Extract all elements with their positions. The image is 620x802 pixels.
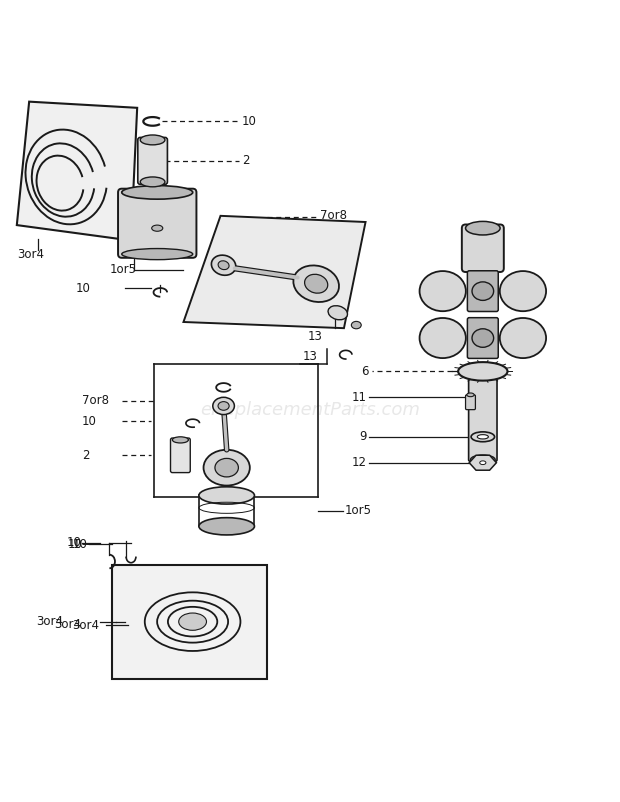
Ellipse shape [500,271,546,311]
Ellipse shape [304,274,328,294]
Ellipse shape [179,613,206,630]
Text: 3or4: 3or4 [73,619,99,633]
Text: 2: 2 [82,449,89,462]
FancyBboxPatch shape [170,438,190,472]
Ellipse shape [480,461,486,464]
Ellipse shape [466,221,500,235]
Text: eReplacementParts.com: eReplacementParts.com [200,401,420,419]
Text: 13: 13 [308,330,323,342]
Ellipse shape [420,318,466,358]
Ellipse shape [477,435,489,439]
Text: 11: 11 [352,391,367,403]
Text: 10: 10 [76,282,91,294]
Ellipse shape [472,282,494,301]
Text: 6: 6 [361,365,369,378]
Text: 10—: 10— [73,537,99,551]
Polygon shape [469,456,497,470]
Ellipse shape [328,306,347,320]
FancyBboxPatch shape [467,318,498,358]
FancyBboxPatch shape [466,395,476,410]
Text: 13: 13 [303,350,317,363]
FancyBboxPatch shape [467,271,498,311]
Text: 10: 10 [242,115,257,128]
Ellipse shape [472,329,494,347]
Ellipse shape [122,249,193,260]
FancyBboxPatch shape [469,371,497,461]
FancyBboxPatch shape [138,137,167,184]
Polygon shape [184,216,366,328]
Text: 10: 10 [67,537,82,549]
Text: 3or4: 3or4 [36,615,63,628]
Ellipse shape [152,225,163,231]
Ellipse shape [213,397,234,415]
Polygon shape [17,102,137,241]
Text: 7or8: 7or8 [320,209,347,222]
FancyBboxPatch shape [112,565,267,678]
Ellipse shape [122,185,193,199]
Ellipse shape [140,177,165,187]
Text: 1or5: 1or5 [345,504,371,517]
Ellipse shape [203,450,250,485]
Ellipse shape [471,455,495,464]
Ellipse shape [458,363,508,381]
Ellipse shape [293,265,339,302]
Text: 12: 12 [352,456,367,469]
Text: 1or5: 1or5 [109,263,136,276]
Text: 3or4: 3or4 [17,248,44,261]
Ellipse shape [218,261,229,269]
Ellipse shape [467,393,474,397]
FancyBboxPatch shape [462,225,504,272]
Ellipse shape [471,431,495,442]
Ellipse shape [500,318,546,358]
Text: 10—: 10— [68,538,95,551]
Ellipse shape [420,271,466,311]
Ellipse shape [211,255,236,275]
Text: 9: 9 [359,431,367,444]
Ellipse shape [215,459,239,477]
Ellipse shape [218,402,229,411]
Text: 10: 10 [82,415,97,428]
Ellipse shape [199,517,254,535]
Text: 3or4: 3or4 [55,618,82,631]
FancyBboxPatch shape [118,188,197,257]
Ellipse shape [172,437,188,443]
Text: 2: 2 [242,155,250,168]
Ellipse shape [140,135,165,145]
Ellipse shape [199,487,254,504]
Text: 7or8: 7or8 [82,395,108,407]
Ellipse shape [352,322,361,329]
